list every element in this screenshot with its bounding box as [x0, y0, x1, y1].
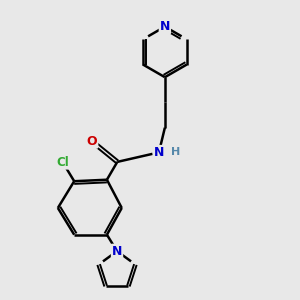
- Text: H: H: [171, 147, 180, 158]
- Text: O: O: [87, 135, 98, 148]
- Text: N: N: [160, 20, 170, 33]
- Text: N: N: [154, 146, 164, 159]
- Text: Cl: Cl: [56, 156, 69, 169]
- Text: N: N: [112, 245, 122, 258]
